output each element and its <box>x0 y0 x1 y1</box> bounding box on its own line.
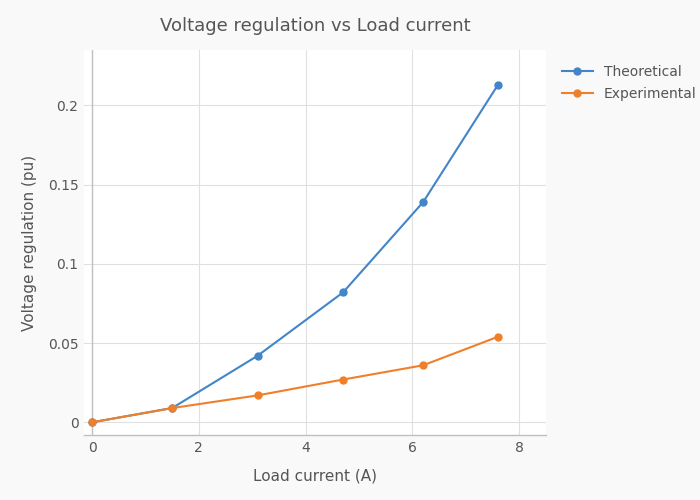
X-axis label: Load current (A): Load current (A) <box>253 468 377 483</box>
Experimental <box>494 334 502 340</box>
Experimental <box>168 405 176 411</box>
Experimental <box>419 362 428 368</box>
Experimental <box>253 392 262 398</box>
Title: Voltage regulation vs Load current: Voltage regulation vs Load current <box>160 16 470 34</box>
Line: Experimental: Experimental <box>88 334 501 426</box>
Theoretical <box>339 290 347 296</box>
Theoretical <box>494 82 502 88</box>
Legend: Theoretical, Experimental: Theoretical, Experimental <box>562 64 696 101</box>
Theoretical <box>253 353 262 359</box>
Theoretical <box>419 199 428 205</box>
Theoretical <box>88 420 96 426</box>
Experimental <box>88 420 96 426</box>
Experimental <box>339 376 347 382</box>
Y-axis label: Voltage regulation (pu): Voltage regulation (pu) <box>22 154 36 330</box>
Theoretical <box>168 405 176 411</box>
Line: Theoretical: Theoretical <box>88 82 501 426</box>
